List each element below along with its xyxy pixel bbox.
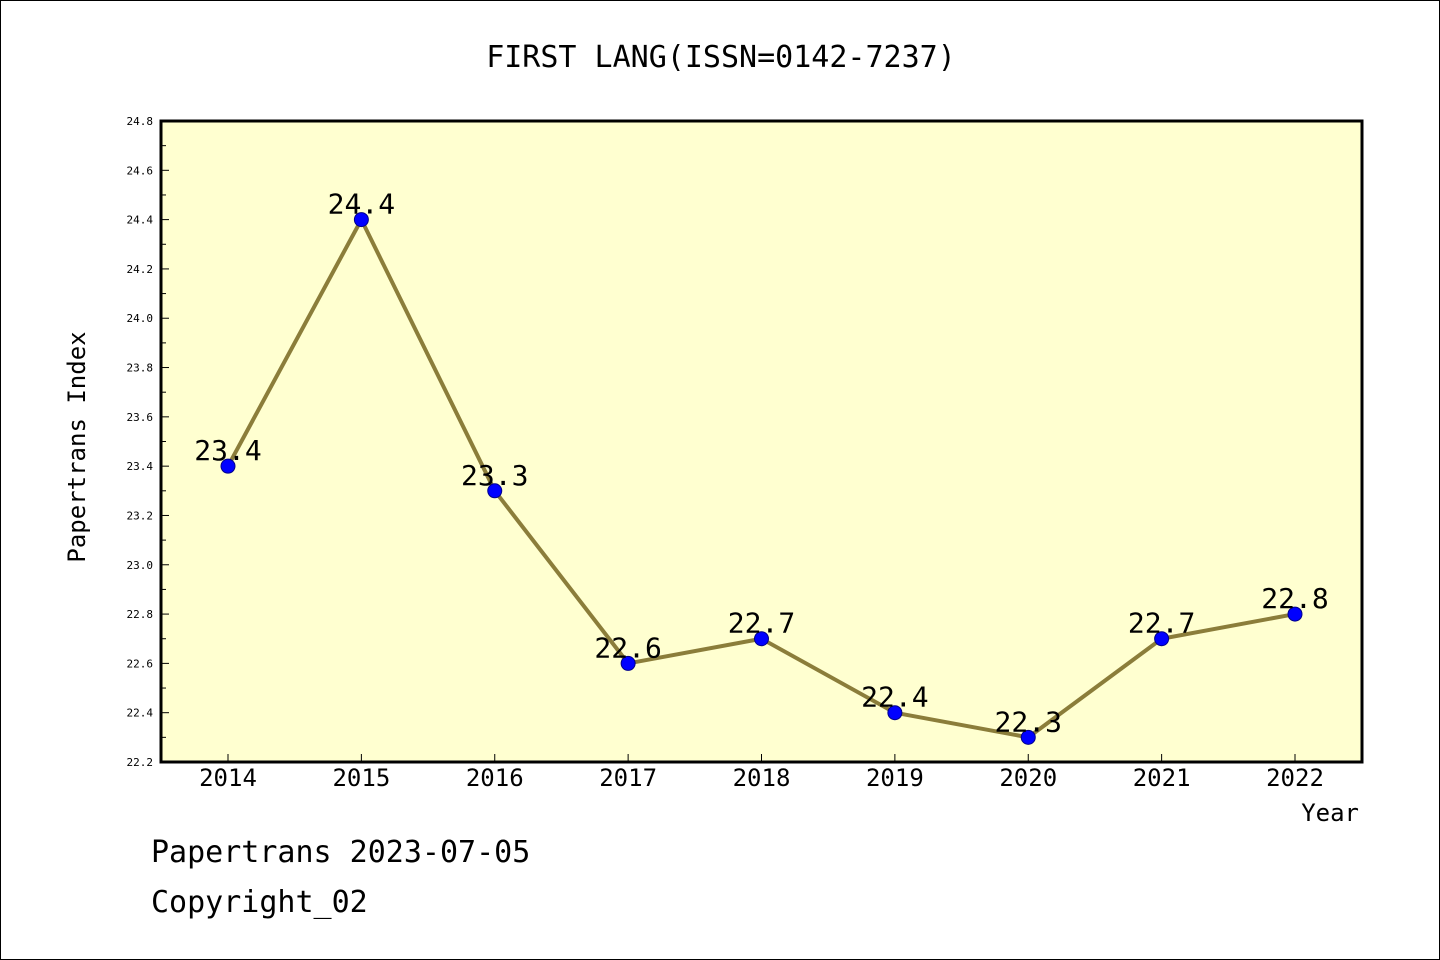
y-axis-label: Papertrans Index — [63, 331, 91, 562]
x-tick-label: 2019 — [866, 764, 924, 792]
footer-copyright: Copyright_02 — [151, 885, 368, 920]
data-label: 24.4 — [328, 188, 395, 221]
data-point — [1020, 729, 1036, 745]
data-point — [487, 483, 503, 499]
y-tick-label: 24.6 — [127, 164, 154, 177]
y-tick-label: 23.0 — [127, 559, 154, 572]
data-point — [220, 458, 236, 474]
y-tick-label: 22.8 — [127, 608, 154, 621]
y-tick-label: 24.8 — [127, 115, 154, 128]
x-tick-label: 2022 — [1266, 764, 1324, 792]
y-tick-label: 22.6 — [127, 657, 154, 670]
y-tick-label: 23.6 — [127, 411, 154, 424]
data-label: 22.4 — [861, 681, 928, 714]
plot-area — [159, 119, 1364, 764]
data-labels: 23.4 24.4 23.3 22.6 22.7 22.4 22.3 22.7 22.8 — [194, 188, 1328, 739]
data-label: 22.8 — [1261, 582, 1328, 615]
chart-title: FIRST LANG(ISSN=0142-7237) — [486, 40, 956, 75]
x-axis: 2014 2015 2016 2017 2018 2019 2020 2021 2022 — [199, 754, 1324, 792]
data-label: 22.7 — [1128, 607, 1195, 640]
x-axis-label: Year — [1301, 799, 1359, 827]
y-tick-label: 22.4 — [127, 707, 154, 720]
data-point — [620, 655, 636, 671]
x-tick-label: 2016 — [466, 764, 524, 792]
footer-date: Papertrans 2023-07-05 — [151, 835, 531, 870]
x-tick-label: 2021 — [1133, 764, 1191, 792]
x-tick-label: 2018 — [733, 764, 791, 792]
data-points — [220, 212, 1303, 745]
data-label: 23.4 — [194, 434, 261, 467]
y-tick-label: 23.4 — [127, 460, 154, 473]
data-label: 22.7 — [728, 607, 795, 640]
data-point — [754, 631, 769, 647]
data-label: 23.3 — [461, 459, 528, 492]
y-tick-label: 24.4 — [127, 214, 154, 227]
y-tick-label: 24.0 — [127, 312, 154, 325]
y-tick-label: 24.2 — [127, 263, 154, 276]
x-tick-label: 2014 — [199, 764, 257, 792]
data-label: 22.6 — [594, 631, 661, 664]
x-tick-label: 2017 — [599, 764, 657, 792]
data-point — [1287, 606, 1303, 622]
x-tick-label: 2020 — [999, 764, 1057, 792]
x-tick-label: 2015 — [332, 764, 390, 792]
y-tick-label: 23.8 — [127, 362, 154, 375]
data-point — [887, 705, 903, 721]
data-point — [353, 212, 369, 228]
y-axis: 22.2 22.4 22.6 22.8 23.0 23.2 23.4 23.6 23.8 24.0… — [127, 115, 169, 769]
data-point — [1154, 631, 1170, 647]
y-tick-label: 23.2 — [127, 509, 154, 522]
y-tick-label: 22.2 — [127, 756, 154, 769]
data-label: 22.3 — [995, 705, 1062, 738]
